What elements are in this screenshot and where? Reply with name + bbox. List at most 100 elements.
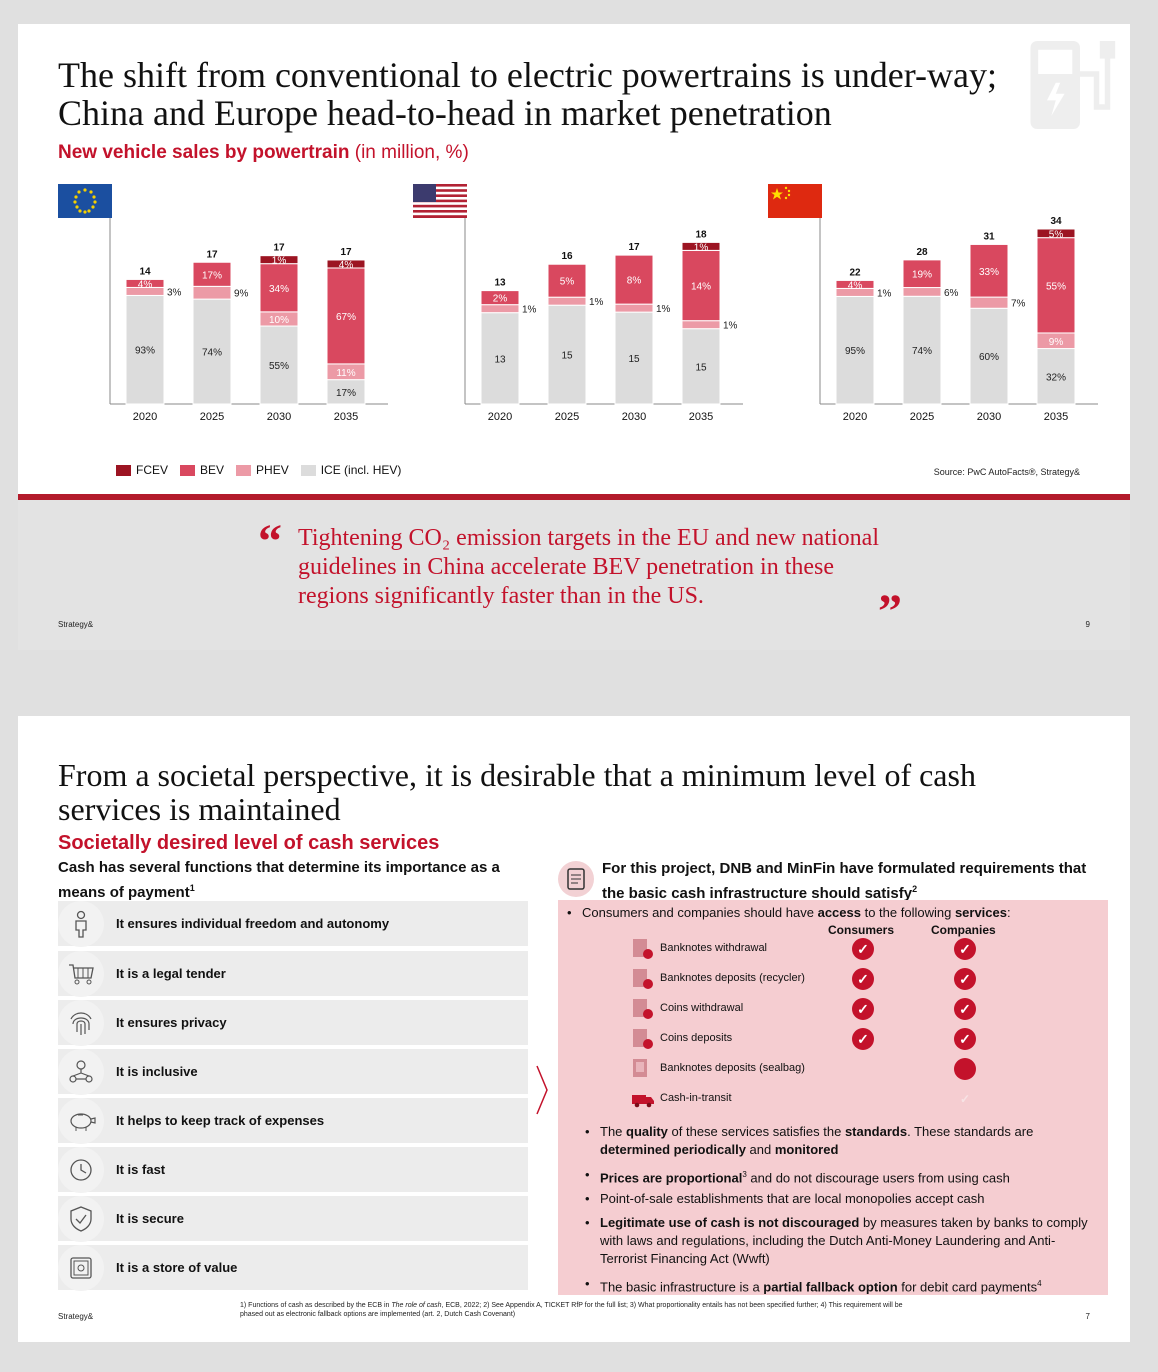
x-tick-label: 2025 (910, 411, 934, 423)
legend-ice: ICE (incl. HEV) (300, 463, 401, 477)
text-span: 1) Functions of cash as described by the… (240, 1302, 392, 1309)
bar-segment-fcev (1036, 228, 1076, 239)
data-label-ice: 32% (1046, 372, 1066, 383)
bar-segment-fcev (259, 255, 299, 265)
shield-icon (58, 1195, 104, 1242)
service-label: Banknotes deposits (recycler) (660, 972, 805, 984)
data-label-phev: 1% (877, 288, 892, 299)
data-label-phev: 1% (656, 304, 671, 315)
bar-segment-bev (125, 278, 165, 288)
bar-segment-phev (902, 287, 942, 297)
function-label: It is fast (116, 1162, 166, 1177)
pos-bullet: Point-of-sale establishments that are lo… (585, 1190, 1090, 1208)
x-tick-label: 2020 (133, 411, 157, 423)
column-header-consumers: Consumers (828, 923, 895, 937)
legend-swatch-bev (180, 464, 196, 476)
bar-segment-ice (125, 294, 165, 405)
footnote-ref: 1 (189, 883, 195, 893)
eu-flag-icon (58, 184, 112, 218)
quote-close-mark: ” (878, 585, 902, 638)
legend-label: FCEV (136, 463, 169, 477)
data-label-ice: 74% (202, 348, 222, 359)
bar-segment-ice (902, 295, 942, 405)
function-row: It is a legal tender (58, 950, 528, 997)
clock-icon (58, 1146, 104, 1193)
bar-segment-fcev (681, 241, 721, 251)
bar-segment-bev (547, 263, 587, 298)
dot-companies-icon (954, 1058, 976, 1080)
x-tick-label: 2030 (622, 411, 646, 423)
bar-total-label: 17 (340, 247, 352, 258)
check-consumers-icon: ✓ (852, 968, 874, 990)
service-row: Cash-in-transit ✓ (632, 1088, 1092, 1112)
x-tick-label: 2020 (843, 411, 867, 423)
function-label: It ensures individual freedom and autono… (116, 916, 390, 931)
legend-swatch-fcev (116, 464, 131, 476)
chart-china: 95% 1% 4% 22 2020 74% 6% 19% 28 2025 60% 7% 33% 31 203… (768, 184, 1098, 424)
legend-fcev: FCEV (116, 463, 168, 477)
data-label-phev: 6% (944, 288, 959, 299)
bar-segment-bev (1036, 237, 1076, 334)
x-tick-label: 2020 (488, 411, 512, 423)
safe-icon (58, 1244, 104, 1291)
bar-segment-ice (681, 328, 721, 405)
text-span: to the following (860, 905, 955, 920)
slide-cash-services: From a societal perspective, it is desir… (18, 716, 1130, 1342)
function-label: It is a legal tender (116, 966, 226, 981)
slide-title: From a societal perspective, it is desir… (58, 757, 976, 827)
data-label-bev: 19% (912, 270, 932, 281)
footer-brand: Strategy& (58, 620, 94, 629)
bar-segment-ice (192, 298, 232, 405)
piggy-bank-icon (58, 1097, 104, 1144)
bar-total-label: 14 (139, 266, 151, 277)
functions-heading-text: Cash has several functions that determin… (58, 859, 500, 901)
data-label-bev: 2% (493, 294, 508, 305)
bar-segment-fcev (326, 259, 366, 269)
data-label-ice: 95% (845, 346, 865, 357)
data-label-phev: 9% (234, 289, 249, 300)
bar-segment-bev (835, 279, 875, 289)
fallback-bullet: The basic infrastructure is a partial fa… (585, 1275, 1090, 1296)
bar-segment-bev (480, 290, 520, 306)
text-italic: The role of cash (391, 1302, 442, 1309)
text-span: for debit card payments (897, 1279, 1038, 1295)
divider-rule (18, 494, 1130, 500)
legend-bev: BEV (180, 463, 224, 477)
text-span: The (600, 1124, 627, 1139)
bar-total-label: 28 (916, 247, 928, 258)
data-label-bev: 14% (691, 282, 711, 293)
data-label-fcev: 1% (694, 242, 709, 253)
chart-source: Source: PwC AutoFacts®, Strategy& (933, 467, 1080, 477)
service-label: Coins withdrawal (660, 1002, 744, 1014)
function-label: It ensures privacy (116, 1015, 227, 1030)
function-label: It is secure (116, 1211, 184, 1226)
legitimate-use-bullet: Legitimate use of cash is not discourage… (585, 1214, 1090, 1268)
data-label-ice: 15 (561, 351, 573, 362)
subtitle-unit: (in million, %) (354, 142, 469, 163)
text-bold: quality (626, 1124, 668, 1139)
data-label-fcev: 5% (1049, 229, 1064, 240)
function-row: It is fast (58, 1146, 528, 1193)
bar-total-label: 17 (628, 242, 640, 253)
text-bold: partial fallback option (763, 1279, 898, 1295)
bar-segment-phev (547, 296, 587, 306)
quote-open-mark: “ (258, 515, 282, 568)
text-span: , ECB, 2022; 2) See Appendix A, TICKET R… (240, 1302, 903, 1318)
data-label-bev: 5% (560, 277, 575, 288)
bar-total-label: 17 (206, 249, 218, 260)
data-label-bev: 4% (848, 280, 863, 291)
faint-check-icon: ✓ (959, 1092, 971, 1106)
bar-segment-bev (326, 267, 366, 365)
bar-segment-ice (326, 379, 366, 405)
chart-china-svg: 95% 1% 4% 22 2020 74% 6% 19% 28 2025 60% 7% 33% 31 203… (819, 214, 1098, 423)
data-label-phev: 10% (269, 315, 289, 326)
text-bold: Legitimate use of cash is not discourage… (600, 1215, 860, 1230)
requirements-panel: Consumers and companies should have acce… (558, 900, 1108, 1295)
text-span: Consumers and companies should have (582, 905, 818, 920)
page-number: 9 (1085, 620, 1090, 629)
quote-text: Tightening CO₂ emission targets in the E… (298, 525, 879, 609)
people-network-icon (58, 1048, 104, 1095)
data-label-ice: 74% (912, 346, 932, 357)
check-consumers-icon: ✓ (852, 938, 874, 960)
bar-total-label: 31 (983, 231, 995, 242)
